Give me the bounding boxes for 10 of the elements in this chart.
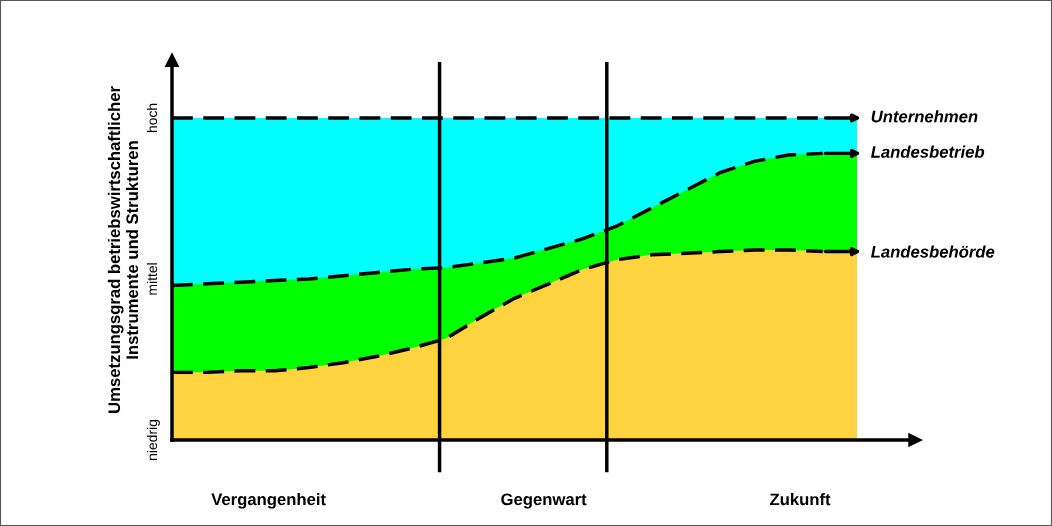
text: Vergangenheit — [211, 493, 326, 509]
text: Gegenwart — [501, 493, 587, 509]
text: niedrig — [146, 420, 160, 460]
legend-label: Landesbehörde — [871, 245, 995, 258]
text: hoch — [146, 103, 158, 133]
series-label: Landesbetrieb — [871, 145, 985, 158]
text: mittel — [146, 263, 158, 295]
series-label: Unternehmen — [871, 110, 978, 123]
text: Zukunft — [769, 493, 831, 506]
y-axis-title: Umsetzungsgrad betriebswirtschaftlicher Instrumente und Strukturen — [107, 86, 139, 413]
